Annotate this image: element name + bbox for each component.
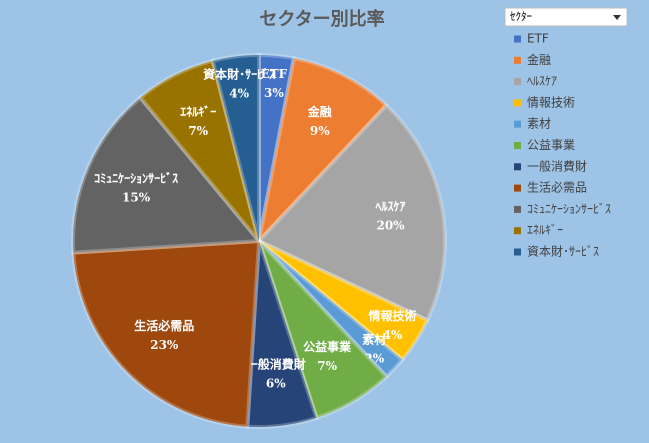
legend-swatch — [514, 56, 521, 64]
pie-slice — [257, 239, 390, 421]
dropdown[interactable] — [504, 7, 628, 27]
field-button[interactable]: ｾｸﾀｰ — [504, 7, 628, 27]
data-label-value: 3% — [264, 86, 284, 100]
legend-swatch — [514, 184, 521, 192]
data-label-name: ﾍﾙｽｹｱ — [375, 199, 406, 213]
pie-slice — [257, 239, 406, 380]
pie-slice — [257, 52, 297, 242]
data-label-name: 情報技術 — [368, 308, 416, 323]
legend-swatch — [514, 142, 521, 149]
legend-label: 情報技術 — [527, 95, 575, 109]
data-label-name: 素材 — [362, 332, 386, 347]
pie-slice — [71, 238, 262, 429]
data-label-name: ETF — [261, 67, 288, 81]
legend-swatch — [514, 120, 521, 128]
dropdown-arrow[interactable] — [613, 15, 621, 20]
legend-label: 金融 — [527, 52, 551, 67]
legend-label: 素材 — [527, 117, 551, 131]
data-label-value: 15% — [122, 190, 151, 204]
pie-slice — [245, 240, 319, 429]
legend-swatch — [514, 205, 521, 213]
legend-label: ﾍﾙｽｹｱ — [527, 74, 557, 88]
data-label-name: 生活必需品 — [134, 318, 194, 333]
legend-swatch — [514, 248, 521, 256]
data-label-value: 7% — [317, 359, 337, 373]
data-label-value: 4% — [383, 328, 403, 342]
chart-title: セクター別比率 — [259, 8, 384, 30]
data-label-name: ｴﾈﾙｷﾞｰ — [180, 104, 216, 119]
pie-slice — [257, 239, 430, 363]
data-label-value: 6% — [266, 376, 286, 390]
legend-label: 一般消費財 — [527, 158, 587, 173]
legend-label: 公益事業 — [527, 138, 575, 152]
pie-slice — [255, 102, 447, 323]
data-label-value: 23% — [150, 338, 179, 352]
legend-label: ETF — [527, 32, 549, 46]
legend-label: ｺﾐｭﾆｹｰｼｮﾝｻｰﾋﾞｽ — [527, 202, 611, 216]
dropdown-label[interactable]: ｾｸﾀｰ — [510, 10, 532, 23]
legend-label: 生活必需品 — [527, 181, 587, 195]
data-label-value: 4% — [229, 87, 249, 101]
pie-slice — [137, 58, 261, 243]
data-label-value: 9% — [310, 124, 330, 138]
legend-swatch — [514, 99, 521, 107]
data-label-value: 20% — [376, 218, 405, 232]
data-label-name: 金融 — [307, 104, 332, 119]
data-label-name: 公益事業 — [303, 339, 352, 354]
data-label-name: ｺﾐｭﾆｹｰｼｮﾝｻｰﾋﾞｽ — [94, 170, 178, 185]
pie-slice — [71, 94, 264, 255]
data-label-name: 一般消費財 — [246, 356, 306, 371]
legend-swatch — [514, 227, 521, 235]
legend-label: ｴﾈﾙｷﾞｰ — [527, 223, 563, 237]
legend-label: 資本財･ｻｰﾋﾞｽ — [527, 244, 599, 259]
pie-slice — [255, 55, 390, 248]
data-label-value: 7% — [188, 124, 208, 138]
legend-swatch — [514, 78, 521, 86]
pie-slice — [210, 52, 261, 242]
legend-swatch — [514, 35, 521, 43]
legend-swatch — [514, 163, 521, 171]
data-label-name: 資本財･ｻｰﾋﾞｽ — [203, 67, 275, 82]
